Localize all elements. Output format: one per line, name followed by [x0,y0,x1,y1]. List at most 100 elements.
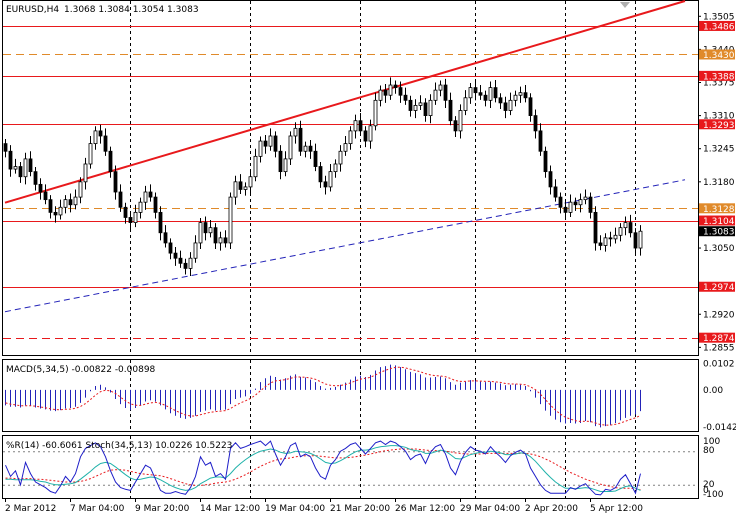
macd-tick-label: 0.0102 [703,360,735,370]
ohlc-values: 1.3068 1.3084 1.3054 1.3083 [64,5,199,15]
candle-body [218,237,223,244]
candle-body [553,186,558,198]
price-tick-label: 1.3375 [703,78,735,88]
stoch-main-line [5,445,641,492]
candle-body [38,183,43,193]
candle-body [88,143,93,165]
candle-body [148,191,153,198]
time-axis: 2 Mar 2012 7 Mar 04:00 9 Mar 20:00 14 Mar 1… [5,498,643,514]
candle-body [483,94,488,101]
candlesticks [3,77,643,277]
candle-body [373,99,378,127]
candle-body [103,135,108,152]
candle-body [618,227,623,236]
candle-body [448,99,453,122]
candle-body [263,140,268,147]
candle-body [113,171,118,193]
candle-body [518,92,523,96]
trendline [4,179,686,313]
candle-body [48,199,53,213]
trendlines [4,0,686,313]
candle-body [558,196,563,208]
candle-body [398,87,403,96]
candle-body [493,87,498,99]
candle-body [228,196,233,244]
candle-body [368,125,373,142]
candle-body [383,89,388,96]
candle-body [593,211,598,244]
time-tick-label: 14 Mar 12:00 [200,504,260,514]
horizontal-levels [3,26,698,339]
candle-body [3,143,8,152]
stoch-tick-label: 100 [703,437,720,447]
candle-body [353,120,358,132]
level-price-text: 1.3388 [703,72,735,82]
candle-body [168,242,173,254]
candle-body [158,211,163,234]
time-tick-label: 9 Mar 20:00 [135,504,190,514]
stoch-label: %R(14) -60.6061 Stoch(34,5,13) 10.0226 1… [6,441,232,451]
price-tick-label: 1.3050 [703,244,735,254]
level-price-text: 1.3486 [703,22,735,32]
williams-r-line [5,440,641,496]
macd-signal-line [5,366,641,426]
candle-body [548,171,553,188]
candle-body [143,191,148,203]
candle-body [258,140,263,157]
level-price-tag [699,20,735,31]
candle-body [183,262,188,269]
candle-body [268,135,273,147]
price-tick-label: 1.3310 [703,112,735,122]
candle-body [363,130,368,142]
level-price-tag [699,281,735,292]
candle-body [573,201,578,206]
candle-body [458,110,463,132]
candle-body [33,171,38,185]
candle-body [433,89,438,101]
level-price-text: 1.2974 [703,283,735,293]
candle-body [53,211,58,216]
candle-body [328,171,333,188]
candle-body [293,127,298,137]
candle-body [178,257,183,264]
candle-body [498,97,503,104]
candle-body [243,186,248,190]
level-price-tag [699,215,735,226]
candle-body [388,84,393,96]
level-price-text: 1.3293 [703,121,735,131]
candle-body [118,191,123,208]
candle-body [133,211,138,223]
candle-body [528,97,533,117]
candle-body [628,222,633,234]
candle-body [193,242,198,259]
candle-body [463,97,468,111]
price-tick-label: 1.3180 [703,178,735,188]
candle-body [358,120,363,132]
time-tick-label: 7 Mar 04:00 [70,504,125,514]
candle-body [153,196,158,213]
time-tick-label: 21 Mar 20:00 [330,504,390,514]
candle-body [478,92,483,96]
candle-body [598,242,603,246]
time-tick-label: 26 Mar 12:00 [395,504,455,514]
macd-tick-label: 0.00 [703,386,723,396]
candle-body [503,102,508,111]
candle-body [508,99,513,111]
current-price-text: 1.3083 [703,228,735,238]
candle-body [78,181,83,198]
symbol-title: EURUSD,H4 [6,5,59,15]
candle-body [468,87,473,99]
candle-body [393,84,398,88]
macd-tick-label: -0.01429 [703,423,736,433]
stoch-signal-line [5,448,641,491]
chart-shift-icon[interactable] [620,2,630,8]
trendline [4,0,686,204]
candle-body [58,206,63,216]
level-price-text: 1.3128 [703,205,735,215]
time-tick-label: 2 Mar 2012 [5,504,56,514]
candle-body [533,115,538,132]
candle-body [188,257,193,269]
candle-body [28,158,33,173]
candle-body [198,222,203,244]
